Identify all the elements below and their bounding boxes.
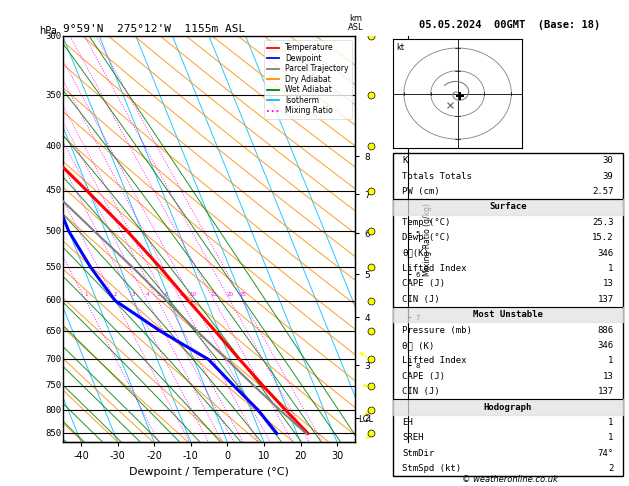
Y-axis label: Mixing Ratio (g/kg): Mixing Ratio (g/kg) (423, 203, 432, 276)
Text: θᴄ(K): θᴄ(K) (403, 249, 429, 258)
Text: 800: 800 (45, 406, 62, 415)
Text: © weatheronline.co.uk: © weatheronline.co.uk (462, 474, 557, 484)
Text: 600: 600 (45, 296, 62, 305)
Text: Temp (°C): Temp (°C) (403, 218, 451, 227)
Text: StmDir: StmDir (403, 449, 435, 458)
Text: 39: 39 (603, 172, 613, 181)
Text: 700: 700 (45, 355, 62, 364)
Legend: Temperature, Dewpoint, Parcel Trajectory, Dry Adiabat, Wet Adiabat, Isotherm, Mi: Temperature, Dewpoint, Parcel Trajectory… (264, 40, 352, 119)
Text: 15: 15 (211, 292, 218, 296)
Text: StmSpd (kt): StmSpd (kt) (403, 464, 462, 473)
Text: Dewp (°C): Dewp (°C) (403, 233, 451, 242)
Text: 25.3: 25.3 (592, 218, 613, 227)
Text: 2.57: 2.57 (592, 187, 613, 196)
Text: K: K (403, 156, 408, 165)
Text: 25: 25 (239, 292, 246, 296)
Text: 450: 450 (45, 187, 62, 195)
Text: Lifted Index: Lifted Index (403, 264, 467, 273)
Text: 13: 13 (603, 372, 613, 381)
Text: 350: 350 (45, 91, 62, 100)
Text: Pressure (mb): Pressure (mb) (403, 326, 472, 334)
Text: 6: 6 (165, 292, 169, 296)
Text: 1: 1 (84, 292, 87, 296)
Text: 1: 1 (608, 356, 613, 365)
Text: 4: 4 (145, 292, 149, 296)
Text: Lifted Index: Lifted Index (403, 356, 467, 365)
Text: EH: EH (403, 418, 413, 427)
Text: 3: 3 (132, 292, 135, 296)
Text: 300: 300 (45, 32, 62, 41)
Text: 650: 650 (45, 327, 62, 336)
Text: CAPE (J): CAPE (J) (403, 372, 445, 381)
Text: 13: 13 (603, 279, 613, 288)
Text: Hodograph: Hodograph (484, 402, 532, 412)
Text: Most Unstable: Most Unstable (473, 310, 543, 319)
Text: 15.2: 15.2 (592, 233, 613, 242)
Text: 2: 2 (114, 292, 117, 296)
Text: kt: kt (396, 43, 404, 52)
Text: 346: 346 (598, 341, 613, 350)
Text: Surface: Surface (489, 203, 526, 211)
Text: hPa: hPa (40, 26, 57, 36)
Text: 5: 5 (156, 292, 160, 296)
Text: 886: 886 (598, 326, 613, 334)
Text: PW (cm): PW (cm) (403, 187, 440, 196)
Text: 9°59'N  275°12'W  1155m ASL: 9°59'N 275°12'W 1155m ASL (63, 24, 245, 35)
Text: 850: 850 (45, 429, 62, 438)
Text: 1: 1 (608, 264, 613, 273)
Text: 137: 137 (598, 387, 613, 396)
Text: 750: 750 (45, 381, 62, 390)
Text: 05.05.2024  00GMT  (Base: 18): 05.05.2024 00GMT (Base: 18) (419, 20, 600, 31)
Text: 137: 137 (598, 295, 613, 304)
Text: CIN (J): CIN (J) (403, 295, 440, 304)
Text: 346: 346 (598, 249, 613, 258)
Text: 10: 10 (189, 292, 196, 296)
X-axis label: Dewpoint / Temperature (°C): Dewpoint / Temperature (°C) (129, 467, 289, 477)
Text: CAPE (J): CAPE (J) (403, 279, 445, 288)
Text: 20: 20 (226, 292, 233, 296)
Text: Totals Totals: Totals Totals (403, 172, 472, 181)
Text: 1: 1 (608, 418, 613, 427)
Text: 8: 8 (179, 292, 183, 296)
Text: 550: 550 (45, 263, 62, 272)
Text: 400: 400 (45, 141, 62, 151)
Text: CIN (J): CIN (J) (403, 387, 440, 396)
Text: km
ASL: km ASL (348, 15, 363, 33)
Text: 1: 1 (608, 434, 613, 442)
Text: 30: 30 (603, 156, 613, 165)
Text: LCL: LCL (359, 415, 374, 424)
Text: 74°: 74° (598, 449, 613, 458)
Text: 2: 2 (608, 464, 613, 473)
Text: θᴄ (K): θᴄ (K) (403, 341, 435, 350)
Text: SREH: SREH (403, 434, 424, 442)
Text: 500: 500 (45, 226, 62, 236)
